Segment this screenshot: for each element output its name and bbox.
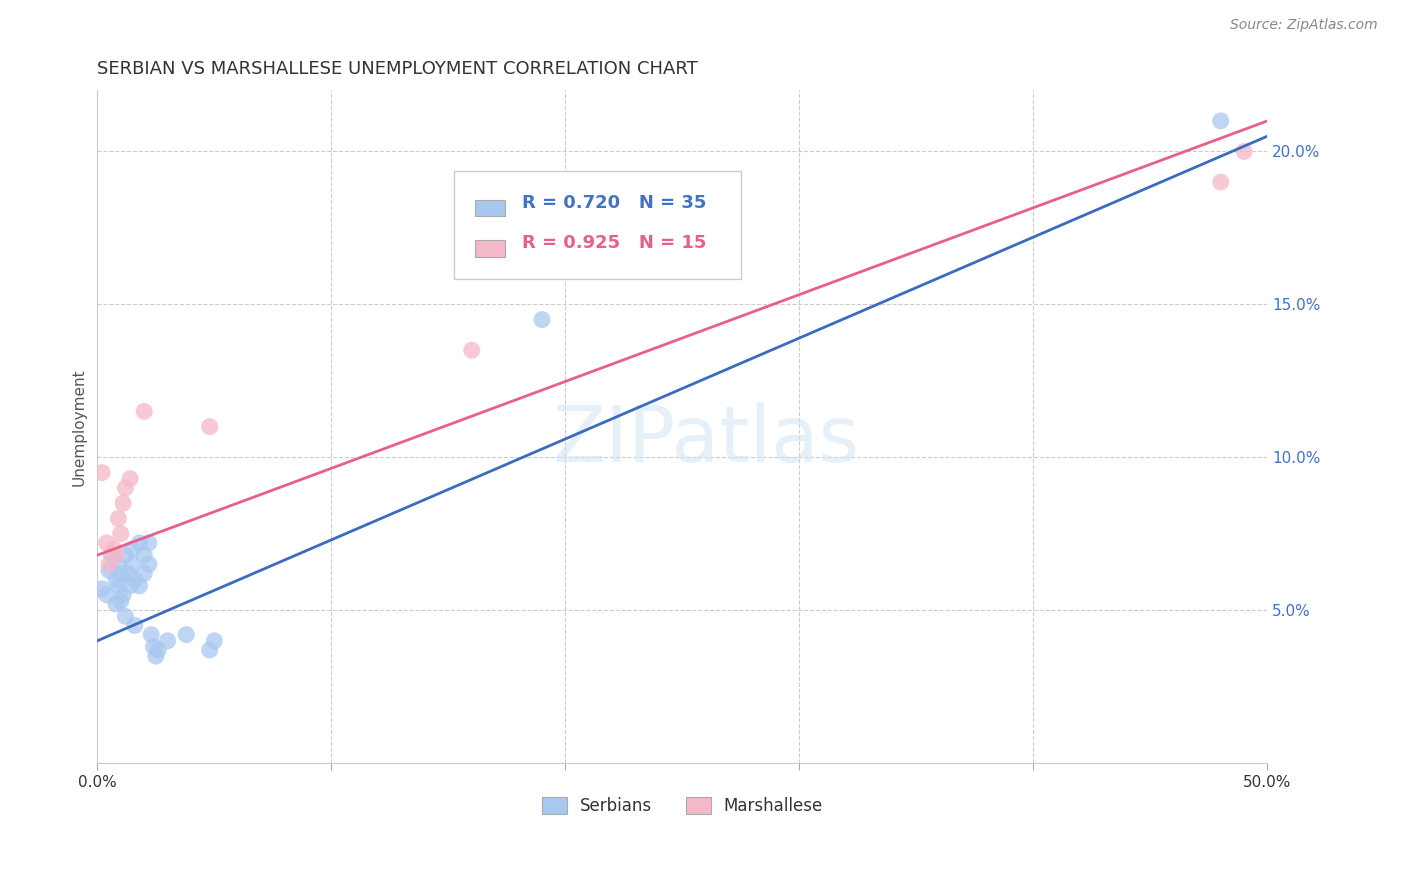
Text: SERBIAN VS MARSHALLESE UNEMPLOYMENT CORRELATION CHART: SERBIAN VS MARSHALLESE UNEMPLOYMENT CORR… (97, 60, 699, 78)
Point (98, 564, 121, 578)
Text: ZIPatlas: ZIPatlas (553, 402, 859, 478)
Point (1233, 145, 1256, 159)
Point (110, 566, 132, 581)
Point (98, 558, 121, 572)
Point (138, 536, 160, 550)
Point (174, 628, 197, 642)
Point (530, 312, 553, 326)
Point (124, 573, 146, 587)
Point (198, 643, 221, 657)
Point (128, 579, 150, 593)
Point (117, 566, 139, 581)
Point (142, 640, 165, 654)
Point (134, 404, 156, 418)
FancyBboxPatch shape (475, 240, 505, 257)
Point (120, 579, 142, 593)
Point (145, 649, 167, 664)
Point (114, 609, 136, 624)
Point (105, 573, 128, 587)
Point (156, 633, 179, 648)
Point (198, 419, 221, 434)
Point (112, 588, 135, 602)
Point (202, 633, 225, 648)
Point (134, 548, 156, 562)
FancyBboxPatch shape (475, 200, 505, 217)
Point (103, 542, 125, 557)
Point (138, 558, 160, 572)
Point (120, 472, 142, 486)
Point (107, 579, 129, 593)
Point (1209, 175, 1232, 189)
Point (96, 588, 118, 602)
Point (112, 496, 135, 510)
Point (121, 558, 143, 572)
Point (134, 566, 156, 581)
Point (96, 536, 118, 550)
Point (110, 594, 132, 608)
Point (105, 548, 128, 562)
Point (1209, 113, 1232, 128)
Point (141, 628, 163, 642)
Legend: Serbians, Marshallese: Serbians, Marshallese (536, 790, 830, 822)
Point (121, 542, 143, 557)
FancyBboxPatch shape (454, 171, 741, 278)
Point (114, 481, 136, 495)
Text: Source: ZipAtlas.com: Source: ZipAtlas.com (1230, 18, 1378, 32)
Point (105, 597, 128, 611)
Text: R = 0.720   N = 35: R = 0.720 N = 35 (522, 194, 706, 211)
Point (114, 548, 136, 562)
Point (110, 526, 132, 541)
Point (91, 466, 114, 480)
Point (128, 536, 150, 550)
Text: R = 0.925   N = 15: R = 0.925 N = 15 (522, 234, 706, 252)
Point (461, 343, 484, 358)
Point (107, 558, 129, 572)
Point (124, 618, 146, 632)
Point (91, 582, 114, 596)
Y-axis label: Unemployment: Unemployment (72, 368, 86, 485)
Point (107, 511, 129, 525)
Point (148, 643, 170, 657)
Point (100, 548, 122, 562)
